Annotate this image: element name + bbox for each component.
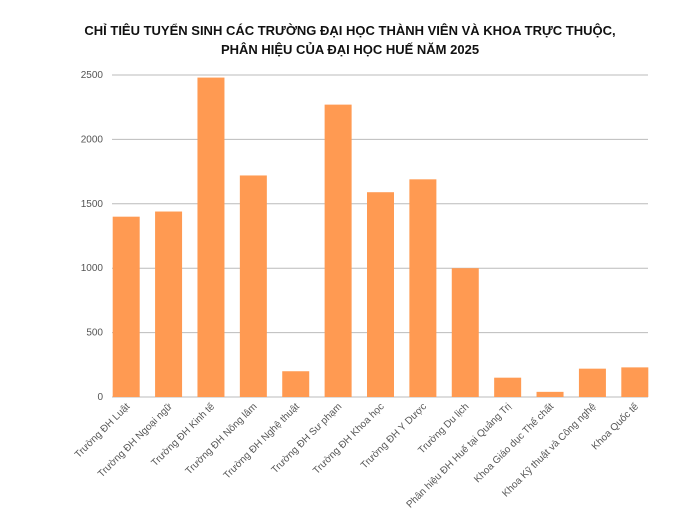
chart-title: PHÂN HIỆU CỦA ĐẠI HỌC HUẾ NĂM 2025: [221, 42, 479, 57]
bar: [494, 377, 522, 397]
chart-title: CHỈ TIÊU TUYỂN SINH CÁC TRƯỜNG ĐẠI HỌC T…: [84, 23, 615, 38]
bar: [112, 216, 140, 397]
bar: [621, 367, 649, 397]
bar: [451, 268, 479, 397]
y-tick-label: 1000: [81, 263, 104, 274]
x-tick-label: Khoa Kỹ thuật và Công nghệ: [500, 401, 599, 500]
bar: [578, 368, 606, 397]
bar: [282, 371, 310, 397]
y-tick-label: 2000: [81, 134, 104, 145]
x-tick-label: Trường ĐH Nghệ thuật: [222, 401, 302, 481]
y-tick-label: 2500: [81, 70, 104, 81]
bar: [367, 192, 394, 397]
x-tick-label: Trường ĐH Khoa học: [311, 401, 386, 476]
x-tick-label: Trường ĐH Nông lâm: [184, 401, 260, 477]
x-tick-label: Trường ĐH Sư phạm: [270, 401, 345, 476]
bar: [155, 211, 183, 397]
bar: [409, 179, 437, 397]
bar: [536, 391, 564, 397]
y-tick-label: 500: [86, 328, 103, 339]
y-tick-label: 1500: [81, 199, 104, 210]
x-tick-label: Khoa Giáo dục Thể chất: [472, 400, 557, 485]
bar: [324, 104, 352, 398]
x-tick-label: Trường ĐH Ngoại ngữ: [96, 401, 175, 480]
bar: [239, 175, 267, 397]
y-tick-label: 0: [97, 392, 103, 403]
bar: [197, 77, 225, 398]
